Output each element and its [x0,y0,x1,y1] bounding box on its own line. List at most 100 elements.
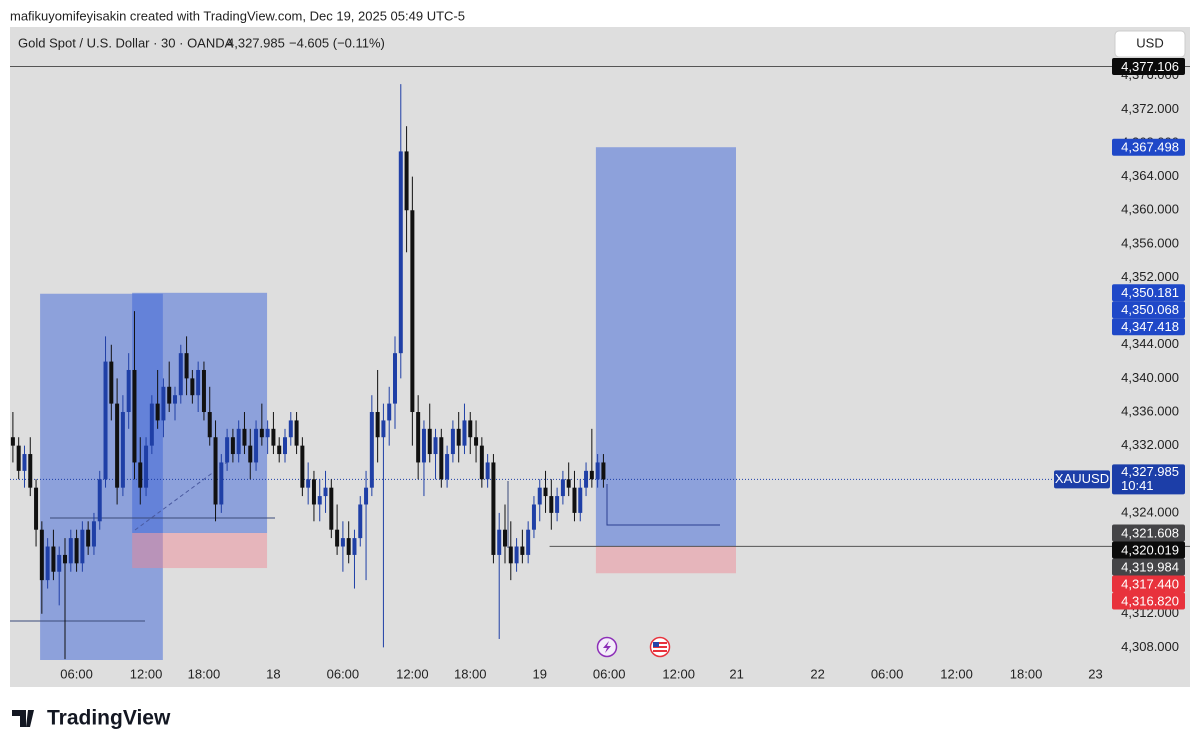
price-badge-label: 4,347.418 [1121,319,1179,334]
lightning [603,641,611,653]
x-tick-label: 19 [533,666,547,681]
candle-body [520,546,525,555]
candle-body [369,412,374,488]
candle-body [149,403,154,446]
candle-body [144,445,149,488]
candle-body [439,437,444,480]
candle-body [364,487,369,505]
x-tick-label: 18:00 [1010,666,1043,681]
candle-body [421,428,426,463]
x-tick-label: 18:00 [188,666,221,681]
candle-body [531,504,536,530]
candle-body [39,529,44,581]
x-tick-label: 06:00 [327,666,360,681]
candle-body [225,437,230,463]
candle-body [578,487,583,513]
x-tick-label: 06:00 [871,666,904,681]
price-badge [1112,301,1185,319]
candle-body [300,445,305,488]
candle-body [491,462,496,555]
candle-body [109,361,114,404]
candle-body [479,445,484,480]
candle-body [503,529,507,547]
candle-body [242,428,247,446]
candle-body [45,546,50,581]
price-badge-label: 4,377.106 [1121,59,1179,74]
candle-body [393,353,397,404]
candle-body [398,151,403,354]
candle-body [514,546,519,564]
drawing-line [606,484,720,526]
flag-stripe [653,648,667,650]
candle-body [549,496,554,513]
candle-body [207,412,212,438]
event-icons[interactable] [596,636,671,658]
price-badge [1112,284,1185,302]
countdown: 10:41 [1121,478,1154,493]
candle-body [468,420,473,438]
y-tick-label: 4,360.000 [1121,202,1179,217]
candle-body [375,412,380,438]
flag [653,642,667,652]
plot [10,65,1190,660]
position-profit [595,147,736,547]
candle-body [51,546,56,572]
y-tick-label: 4,332.000 [1121,437,1179,452]
candle-body [16,445,21,471]
x-tick-label: 21 [729,666,743,681]
candle-body [57,554,62,572]
candle-body [161,386,166,421]
candle-body [317,496,322,505]
y-tick-label: 4,308.000 [1121,639,1179,654]
candle-body [155,403,160,421]
candle-body [196,369,201,396]
candle-body [103,361,108,480]
candle-body [358,504,363,539]
candle-body [543,487,548,497]
candle-body [560,479,565,497]
candle-body [433,437,438,455]
candle-body [410,210,415,413]
position-loss [595,546,736,574]
currency-button[interactable] [1114,30,1186,58]
candle-body [10,437,15,446]
candle-body [416,412,421,463]
price-badge [1112,318,1185,336]
x-tick-label: 12:00 [940,666,973,681]
currency-label[interactable]: USD [1136,35,1163,50]
candle-body [277,445,282,455]
x-tick-label: 22 [810,666,824,681]
candle-body [184,353,189,379]
price-badge-label: 4,316.820 [1121,593,1179,608]
logo: TradingView [12,707,171,730]
candle-body [572,487,577,513]
legend-price: 4,327.985 [227,35,285,50]
y-tick-label: 4,344.000 [1121,336,1179,351]
y-tick-label: 4,352.000 [1121,269,1179,284]
candle-body [306,479,311,488]
x-tick-label: 18 [266,666,280,681]
candle-body [329,487,334,530]
x-tick-label: 18:00 [454,666,487,681]
price-badge-label: 4,317.440 [1121,576,1179,591]
candle-body [381,420,386,438]
symbol-name-badge [1054,470,1110,489]
candle-body [97,479,102,522]
price-badge [1112,464,1185,495]
candle-body [271,428,276,446]
candle-body [68,538,73,564]
y-tick-label: 4,340.000 [1121,370,1179,385]
candle-body [445,454,450,480]
candle-body [323,487,328,497]
candle-body [346,538,351,555]
y-tick-label: 4,364.000 [1121,168,1179,183]
candle-body [167,386,172,404]
candle-body [294,420,299,446]
y-tick-label: 4,324.000 [1121,504,1179,519]
candle-body [404,151,409,211]
candle-body [22,454,27,471]
x-tick-label: 06:00 [60,666,93,681]
flag-stripe [653,644,667,646]
candle-body [138,462,143,488]
